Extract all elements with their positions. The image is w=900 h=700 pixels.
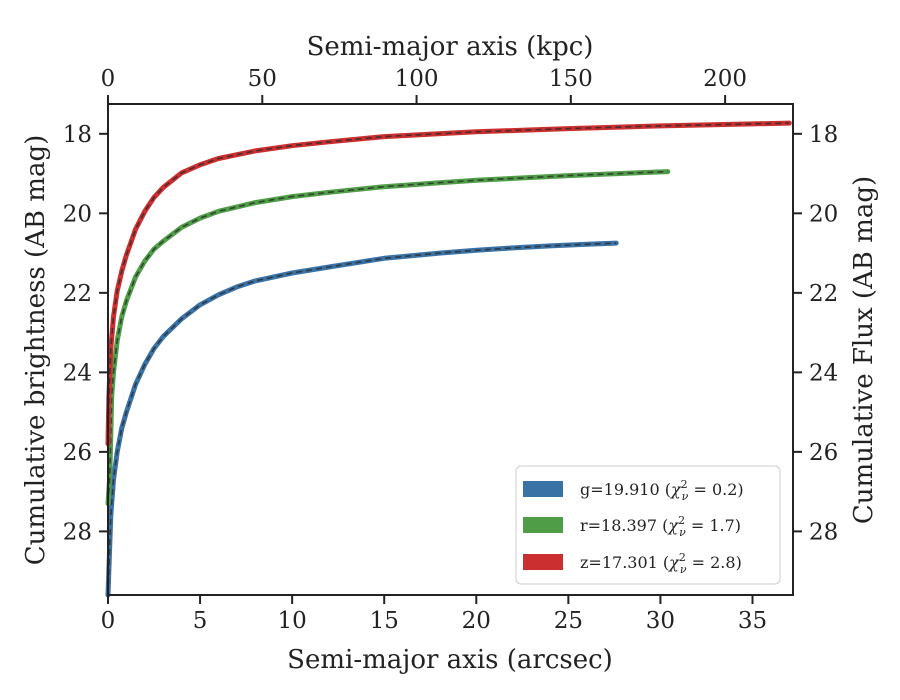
x-axis-title-top: Semi-major axis (kpc) (307, 32, 594, 62)
y-tick-label-right: 24 (809, 360, 838, 386)
y-tick-label-right: 18 (809, 122, 838, 148)
legend-chi-g: 0.2 (712, 480, 737, 499)
x-tick-label-bottom: 20 (462, 608, 491, 634)
legend: g=19.910 (χ2 ν = 0.2) r=18.397 (χ2 ν = 1.7… (515, 465, 781, 585)
x-tick-label-bottom: 30 (646, 608, 675, 634)
x-tick-label-top: 50 (248, 66, 277, 92)
y-tick-label-left: 26 (63, 440, 92, 466)
x-tick-label-bottom: 35 (738, 608, 767, 634)
x-tick-label-bottom: 25 (554, 608, 583, 634)
x-axis-title-bottom: Semi-major axis (arcsec) (287, 645, 613, 675)
curves-layer (105, 120, 792, 598)
y-tick-label-left: 18 (63, 122, 92, 148)
x-tick-label-top: 0 (101, 66, 116, 92)
series-line-z (105, 120, 792, 447)
legend-swatch-z (523, 554, 563, 570)
legend-item-z: z=17.301 (χ2 ν = 2.8) (580, 551, 742, 576)
model-line-z (107, 122, 790, 444)
y-axis-title-right: Cumulative Flux (AB mag) (849, 176, 879, 524)
x-tick-label-top: 200 (703, 66, 747, 92)
y-tick-label-left: 24 (63, 360, 92, 386)
legend-label-r: r=18.397 (580, 516, 657, 535)
model-line-r (107, 170, 668, 504)
legend-swatch-r (523, 517, 563, 533)
legend-chi-z: 2.8 (710, 553, 735, 572)
legend-frame (515, 465, 781, 585)
x-tick-label-bottom: 10 (277, 608, 306, 634)
x-tick-label-bottom: 0 (101, 608, 116, 634)
y-tick-label-left: 20 (63, 201, 92, 227)
legend-label-z: z=17.301 (580, 553, 658, 572)
y-tick-label-left: 28 (63, 519, 92, 545)
legend-item-g: g=19.910 (χ2 ν = 0.2) (580, 478, 744, 503)
legend-swatch-g (523, 481, 563, 497)
y-tick-label-right: 20 (809, 201, 838, 227)
y-tick-label-right: 26 (809, 440, 838, 466)
x-tick-label-bottom: 15 (370, 608, 399, 634)
x-tick-label-bottom: 5 (193, 608, 208, 634)
plot-frame (107, 103, 794, 596)
y-tick-label-right: 28 (809, 519, 838, 545)
x-tick-label-top: 100 (395, 66, 439, 92)
legend-label-g: g=19.910 (580, 480, 660, 499)
legend-chi-r: 1.7 (709, 516, 734, 535)
legend-item-r: r=18.397 (χ2 ν = 1.7) (580, 514, 741, 539)
y-tick-label-left: 22 (63, 281, 92, 307)
axes-layer: 0 5 10 15 20 25 30 35 0 50 100 150 200 18 20 22 24 26 28 18… (63, 66, 839, 634)
y-tick-label-right: 22 (809, 281, 838, 307)
model-line-g (107, 242, 617, 596)
y-axis-title-left: Cumulative brightness (AB mag) (21, 135, 51, 566)
x-tick-label-top: 150 (549, 66, 593, 92)
